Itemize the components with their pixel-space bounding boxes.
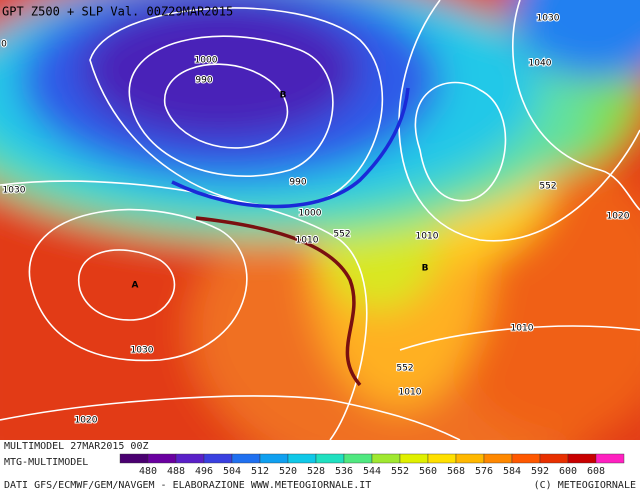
legend-swatch	[175, 453, 205, 464]
copyright: (C) METEOGIORNALE	[534, 480, 636, 491]
legend-tick-label: 480	[139, 466, 157, 477]
legend-tick-label: 528	[307, 466, 325, 477]
legend-swatch	[119, 453, 149, 464]
contour-label: 0	[1, 40, 7, 50]
legend-tick-label: 608	[587, 466, 605, 477]
legend-swatch	[455, 453, 485, 464]
footer-panel	[0, 440, 640, 494]
contour-label: 1000	[195, 56, 218, 66]
legend-swatch	[371, 453, 401, 464]
contour-label: 1030	[131, 346, 154, 356]
contour-label: 1030	[3, 186, 26, 196]
contour-label: 552	[539, 182, 556, 192]
credits: DATI GFS/ECMWF/GEM/NAVGEM - ELABORAZIONE…	[4, 480, 371, 491]
legend-swatch	[259, 453, 289, 464]
legend-swatch	[147, 453, 177, 464]
legend-swatch	[231, 453, 261, 464]
legend-tick-label: 560	[419, 466, 437, 477]
contour-label: 1010	[511, 324, 534, 334]
contour-label: 1020	[607, 212, 630, 222]
legend-tick-label: 600	[559, 466, 577, 477]
pressure-center: B	[280, 91, 287, 101]
pressure-center: B	[422, 264, 429, 274]
legend-tick-label: 504	[223, 466, 241, 477]
legend-tick-label: 568	[447, 466, 465, 477]
legend-tick-label: 544	[363, 466, 381, 477]
legend-swatch	[567, 453, 597, 464]
legend-tick-label: 512	[251, 466, 269, 477]
legend-tick-label: 488	[167, 466, 185, 477]
legend-swatch	[427, 453, 457, 464]
map-title: GPT Z500 + SLP Val. 00Z29MAR2015	[2, 5, 233, 19]
contour-label: 990	[195, 76, 212, 86]
contour-label: 1010	[416, 232, 439, 242]
contour-label: 1020	[75, 416, 98, 426]
legend-swatch	[343, 453, 373, 464]
contour-label: 1000	[299, 209, 322, 219]
legend-tick-label: 584	[503, 466, 521, 477]
contour-label: 990	[289, 178, 306, 188]
legend-swatch	[203, 453, 233, 464]
legend-tick-label: 592	[531, 466, 549, 477]
legend-swatch	[287, 453, 317, 464]
legend-tick-label: 496	[195, 466, 213, 477]
legend-tick-label: 536	[335, 466, 353, 477]
legend-swatch	[315, 453, 345, 464]
contour-label: 1010	[399, 388, 422, 398]
pressure-center: A	[132, 281, 139, 291]
legend-swatch	[539, 453, 569, 464]
contour-label: 1040	[529, 59, 552, 69]
contour-label: 1010	[296, 236, 319, 246]
contour-label: 552	[333, 230, 350, 240]
legend-swatch	[483, 453, 513, 464]
legend-tick-label: 576	[475, 466, 493, 477]
legend-swatch	[595, 453, 625, 464]
legend-swatch	[511, 453, 541, 464]
legend-tick-label: 552	[391, 466, 409, 477]
legend-swatch	[399, 453, 429, 464]
contour-label: 552	[396, 364, 413, 374]
model-label: MULTIMODEL 27MAR2015 00Z	[4, 441, 149, 452]
legend-tick-label: 520	[279, 466, 297, 477]
source-label: MTG-MULTIMODEL	[4, 457, 88, 468]
contour-label: 1030	[537, 14, 560, 24]
